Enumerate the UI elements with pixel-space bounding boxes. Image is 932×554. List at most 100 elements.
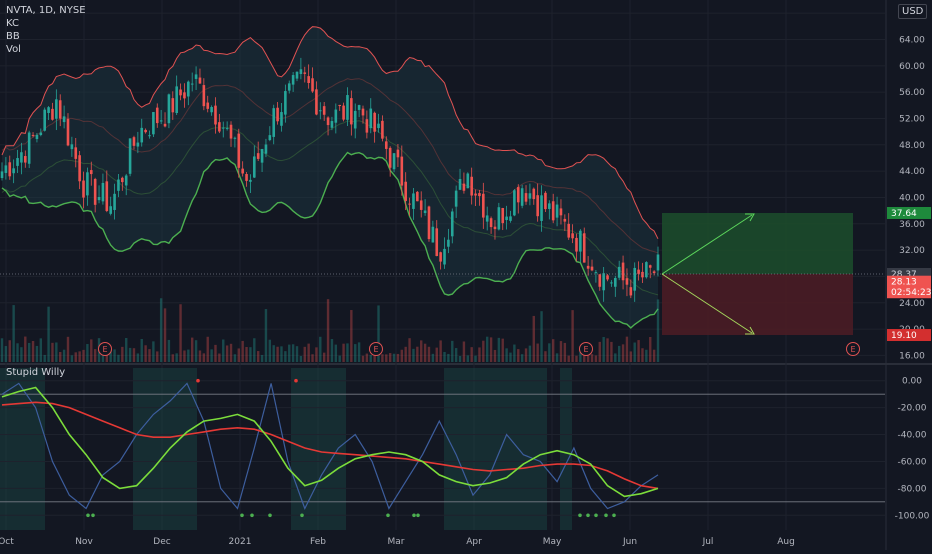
candle-body: [470, 176, 473, 196]
candle-body: [187, 81, 190, 97]
candle-body: [361, 108, 365, 116]
volume-bar: [637, 340, 640, 362]
volume-bar: [369, 354, 372, 362]
candle-body: [221, 127, 225, 129]
earnings-marker: [369, 342, 383, 356]
indicator-kc[interactable]: KC: [6, 18, 19, 29]
candle-body: [276, 107, 279, 122]
x-tick-label: Feb: [310, 537, 326, 547]
candle-body: [124, 175, 128, 186]
candle-body: [264, 144, 268, 154]
x-tick-label: Mar: [388, 537, 405, 547]
loss-zone: [662, 274, 853, 336]
volume-bar: [346, 343, 349, 362]
candle-body: [218, 122, 221, 132]
volume-bar: [175, 353, 178, 362]
volume-bar: [590, 354, 594, 362]
volume-bar: [392, 353, 396, 362]
candle-body: [606, 275, 609, 280]
volume-bar: [121, 346, 124, 362]
oversold-dot: [300, 513, 304, 518]
candle-body: [315, 89, 318, 115]
volume-bar: [563, 342, 567, 362]
candle-body: [586, 265, 590, 269]
volume-bar: [198, 350, 202, 362]
candle-body: [8, 162, 12, 177]
volume-bar: [311, 354, 314, 362]
volume-bar: [610, 341, 613, 362]
stop-arrow: [661, 273, 753, 334]
candle-body: [493, 226, 497, 230]
x-tick-label: Oct: [0, 537, 14, 547]
candle-body: [373, 112, 376, 132]
volume-bar: [140, 338, 143, 362]
candle-body: [89, 170, 93, 175]
volume-bar: [295, 346, 299, 362]
candle-body: [105, 181, 109, 211]
volume-bar: [152, 341, 155, 362]
volume-bar: [326, 299, 330, 362]
volume-bar: [617, 345, 621, 362]
volume-bar: [420, 340, 423, 362]
volume-bar: [132, 348, 136, 362]
volume-bar: [117, 354, 120, 362]
price-label-bg: [887, 275, 931, 288]
oversold-dot: [268, 513, 272, 518]
target-arrow: [661, 214, 753, 275]
volume-bar: [148, 349, 151, 362]
indicator-bb[interactable]: BB: [6, 31, 20, 42]
volume-bar: [385, 354, 388, 362]
osc-tick-label: -40.00: [897, 431, 926, 441]
candle-body: [249, 179, 252, 182]
volume-bar: [136, 353, 140, 362]
keltner-upper-line: [1, 78, 659, 254]
oscillator-title[interactable]: Stupid Willy: [6, 367, 66, 378]
volume-bar: [113, 349, 116, 362]
symbol-line[interactable]: NVTA, 1D, NYSE: [6, 5, 86, 16]
volume-bar: [598, 341, 601, 362]
candle-body: [614, 278, 617, 287]
candle-body: [253, 156, 256, 178]
candle-body: [513, 190, 516, 216]
volume-bar: [159, 298, 163, 362]
candle-body: [43, 109, 46, 131]
candle-body: [20, 152, 23, 163]
bollinger-upper-line: [1, 26, 659, 240]
oversold-dot: [250, 513, 254, 518]
currency-badge[interactable]: USD: [898, 4, 928, 19]
candle-body: [190, 83, 194, 85]
oscillator-fast-line: [1, 386, 659, 498]
candle-body: [55, 99, 58, 119]
candle-body: [501, 208, 505, 224]
indicator-vol[interactable]: Vol: [6, 44, 21, 55]
candle-body: [144, 129, 147, 133]
y-tick-label: 56.00: [899, 88, 925, 98]
candle-body: [330, 121, 334, 128]
y-tick-label: 24.00: [899, 299, 925, 309]
candle-body: [12, 168, 15, 174]
candle-body: [590, 266, 594, 271]
volume-bar: [24, 336, 27, 362]
candle-body: [206, 102, 210, 109]
candle-body: [194, 74, 198, 79]
candle-body: [641, 271, 644, 278]
volume-bar: [264, 309, 268, 362]
earnings-marker-label: E: [850, 345, 855, 354]
earnings-marker-label: E: [102, 345, 107, 354]
volume-bar: [167, 339, 171, 362]
volume-bar: [334, 344, 338, 362]
oscillator-raw-line: [1, 382, 659, 511]
candle-body: [152, 112, 155, 135]
candle-body: [284, 91, 287, 115]
volume-bar: [225, 345, 229, 362]
volume-bar: [12, 305, 15, 362]
candle-body: [466, 173, 470, 189]
volume-bar: [412, 348, 415, 362]
x-tick-label: Jul: [702, 537, 714, 547]
earnings-marker: [98, 342, 112, 356]
candle-body: [427, 206, 431, 240]
volume-bar: [101, 354, 105, 362]
candle-body: [268, 135, 272, 141]
